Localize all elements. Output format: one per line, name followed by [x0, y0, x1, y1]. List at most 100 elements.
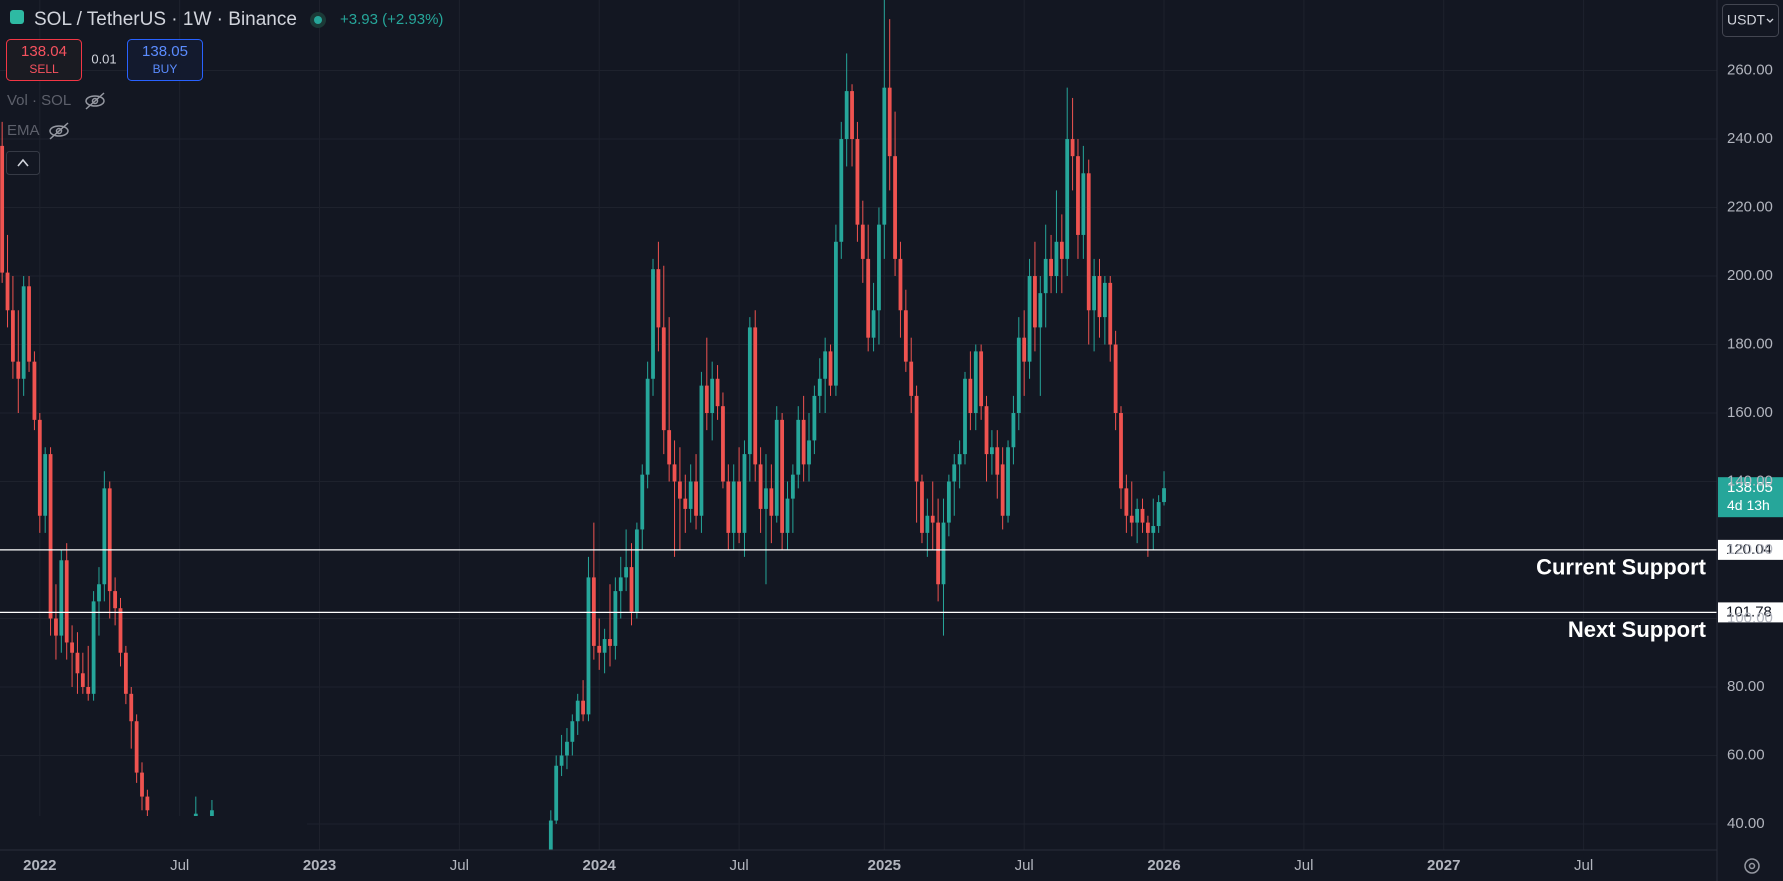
sell-price[interactable]: 138.04 [21, 43, 67, 60]
candle-body [1124, 488, 1129, 516]
candle-body [597, 645, 602, 653]
candle-body [790, 474, 795, 499]
candle-body [925, 515, 930, 533]
candle-body [694, 481, 698, 516]
candle-body [586, 577, 591, 715]
candle-body [952, 464, 957, 482]
symbol-title[interactable]: SOL / TetherUS · 1W · Binance [34, 9, 297, 30]
y-tick-label: 120.00 [1727, 541, 1773, 558]
candle-body [107, 488, 112, 592]
candle-body [877, 224, 881, 311]
candles [0, 0, 1166, 850]
y-tick-label: 160.00 [1727, 404, 1773, 421]
x-tick-label: Jul [450, 857, 469, 874]
candle-body [774, 419, 779, 516]
candle-body [1086, 173, 1091, 311]
candle-body [882, 87, 887, 225]
candle-body [97, 584, 101, 602]
buy-box[interactable] [127, 39, 203, 81]
sell-button[interactable]: 138.04 SELL [6, 39, 82, 81]
y-tick-label: 260.00 [1727, 62, 1773, 79]
candle-body [968, 378, 973, 414]
indicator-volume[interactable]: Vol · SOL [7, 92, 71, 109]
symbol-icon[interactable] [10, 10, 24, 24]
currency-label[interactable]: USDT [1727, 12, 1766, 28]
support-price-badge [1718, 539, 1783, 560]
candle-body [839, 139, 844, 242]
candle-body [54, 618, 58, 636]
eye-icon[interactable] [49, 122, 69, 140]
candle-body [91, 601, 96, 694]
x-tick-label: 2023 [303, 857, 336, 874]
y-tick-label: 80.00 [1727, 678, 1765, 695]
candle-body [1129, 515, 1134, 523]
legend-overlay [0, 816, 307, 850]
candle-body [936, 522, 941, 585]
last-price-badge [1718, 477, 1783, 518]
candle-body [860, 224, 865, 259]
candle-body [64, 560, 69, 643]
candle-body [1076, 156, 1080, 235]
candle-body [973, 351, 978, 414]
candle-body [16, 361, 21, 379]
candle-body [1119, 413, 1123, 489]
candle-body [817, 378, 822, 396]
candle-body [721, 406, 725, 482]
candle-body [1097, 276, 1102, 318]
candle-body [990, 447, 994, 455]
candle-body [75, 652, 80, 674]
candle-body [1113, 344, 1118, 414]
candle-body [5, 272, 10, 311]
buy-price[interactable]: 138.05 [142, 43, 188, 60]
y-tick-label: 180.00 [1727, 335, 1773, 352]
eye-icon[interactable] [85, 92, 105, 110]
x-tick-label: Jul [1015, 857, 1034, 874]
indicator-ema[interactable]: EMA [7, 122, 40, 139]
candle-body [796, 419, 801, 475]
candle-body [715, 378, 720, 407]
candle-body [710, 378, 715, 414]
support-annotation: Current Support [1536, 555, 1707, 580]
sell-box[interactable] [6, 39, 82, 81]
candle-body [871, 310, 876, 338]
candle-body [753, 327, 758, 465]
buy-button[interactable]: 138.05 BUY [127, 39, 203, 81]
candle-body [903, 310, 908, 362]
candle-body [726, 481, 731, 533]
collapse-button[interactable] [6, 151, 40, 175]
candle-body [801, 419, 806, 465]
candle-body [995, 447, 1000, 475]
candle-body [823, 351, 828, 379]
candle-body [844, 91, 849, 140]
candle-body [1011, 413, 1016, 448]
currency-button[interactable]: USDT [1722, 4, 1779, 37]
candle-body [1070, 139, 1075, 157]
candle-body [651, 269, 655, 379]
candle-body [893, 156, 897, 259]
candle-body [957, 454, 962, 465]
symbol-header: SOL / TetherUS · 1W · Binance +3.93 (+2.… [10, 9, 443, 30]
candle-body [667, 430, 672, 465]
x-tick-label: 2022 [23, 857, 56, 874]
candle-body [123, 652, 128, 694]
candle-body [1000, 464, 1005, 516]
x-tick-label: 2027 [1427, 857, 1460, 874]
x-tick-label: Jul [170, 857, 189, 874]
candle-body [704, 385, 709, 414]
candle-body [629, 567, 634, 612]
x-tick-label: 2024 [583, 857, 617, 874]
y-tick-label: 100.00 [1727, 609, 1773, 626]
candle-body [1162, 488, 1166, 503]
candle-body [1033, 276, 1037, 328]
settings-icon[interactable] [1744, 858, 1760, 874]
candle-body [37, 419, 42, 516]
candle-body [565, 741, 569, 756]
candle-body [672, 464, 677, 482]
candle-body [1102, 282, 1107, 318]
buy-label[interactable]: BUY [153, 62, 178, 76]
candle-body [887, 87, 892, 157]
candle-body [118, 608, 123, 653]
candle-body [624, 567, 629, 578]
sell-label[interactable]: SELL [29, 62, 59, 76]
x-tick-label: 2026 [1147, 857, 1180, 874]
